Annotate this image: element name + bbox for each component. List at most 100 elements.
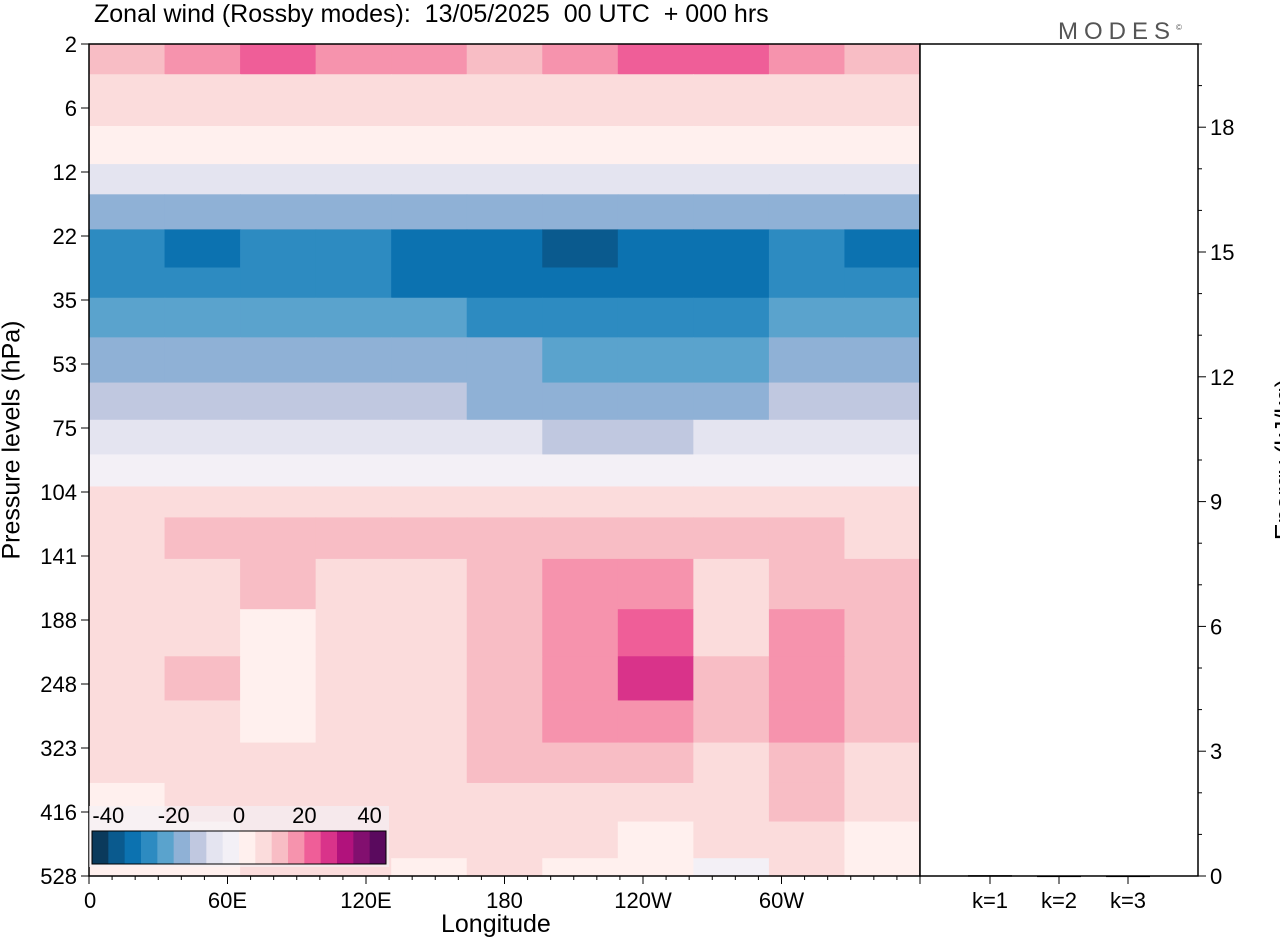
heat-cell (391, 74, 468, 127)
heat-cell (542, 125, 619, 165)
heat-cell (164, 194, 241, 230)
heat-cell (466, 382, 543, 421)
heat-cell (391, 229, 468, 269)
heat-cell (89, 742, 166, 784)
heat-cell (315, 74, 392, 127)
heat-cell (466, 558, 543, 610)
heat-cell (693, 419, 770, 456)
heat-cell (542, 858, 619, 877)
heat-cell (391, 267, 468, 299)
heat-cell (693, 782, 770, 823)
heat-cell (844, 337, 921, 384)
heat-cell (542, 74, 619, 127)
heat-cell (768, 486, 846, 518)
wavenumber-label: k=1 (972, 888, 1008, 913)
heat-cell (315, 558, 392, 610)
heat-cell (315, 742, 392, 784)
heat-cell (542, 229, 619, 269)
heat-cell (315, 656, 392, 702)
y-tick-label: 6 (65, 96, 77, 121)
x-tick-label: 120E (340, 888, 391, 913)
heat-cell (466, 419, 543, 456)
heat-cell (164, 558, 241, 610)
heat-cell (466, 517, 543, 560)
energy-axis: 0 3 6 9 12 15 18 (1198, 43, 1234, 889)
heat-cell (164, 74, 241, 127)
heat-cell (844, 858, 921, 877)
heat-cell (89, 700, 166, 744)
y-tick-label: 22 (53, 224, 77, 249)
heat-cell (617, 44, 694, 75)
heat-cell (315, 267, 392, 299)
heat-cell (466, 74, 543, 127)
heat-cell (617, 297, 694, 338)
heat-cell (315, 609, 392, 657)
heat-cell (89, 267, 166, 299)
energy-tick-label: 9 (1210, 490, 1222, 515)
heat-cell (542, 742, 619, 784)
heat-cell (315, 419, 392, 456)
y-tick-label: 528 (40, 864, 77, 889)
heat-cell (693, 517, 770, 560)
heat-cell (391, 382, 468, 421)
heat-cell (768, 609, 846, 657)
heat-cell (466, 742, 543, 784)
heat-cell (164, 382, 241, 421)
heat-cell (164, 656, 241, 702)
heat-cell (391, 742, 468, 784)
x-axis: 0 60E 120E 180 120W 60W (84, 876, 921, 913)
colorbar-swatch (141, 831, 158, 864)
heat-cell (466, 700, 543, 744)
heat-cell (391, 517, 468, 560)
heat-cell (542, 419, 619, 456)
heat-cell (89, 125, 166, 165)
heat-cell (693, 164, 770, 195)
heat-cell (89, 486, 166, 518)
heat-cell (164, 486, 241, 518)
heat-cell (617, 517, 694, 560)
wavenumber-label: k=3 (1110, 888, 1146, 913)
heat-cell (768, 164, 846, 195)
heat-cell (164, 454, 241, 488)
colorbar-swatch (206, 831, 224, 864)
heat-cell (768, 782, 846, 823)
heat-cell (89, 517, 166, 560)
heat-cell (768, 297, 846, 338)
heat-cell (617, 821, 694, 859)
heat-cell (768, 656, 846, 702)
heat-cell (391, 164, 468, 195)
heat-cell (542, 782, 619, 823)
heat-cell (542, 267, 619, 299)
colorbar: -40 -20 0 20 40 (89, 803, 389, 867)
colorbar-tick-label: 40 (357, 803, 381, 828)
heat-cell (89, 297, 166, 338)
energy-tick-label: 6 (1210, 614, 1222, 639)
heat-cell (466, 164, 543, 195)
colorbar-tick-label: -20 (158, 803, 190, 828)
colorbar-swatch (108, 831, 126, 864)
heat-cell (240, 194, 317, 230)
heat-cell (617, 419, 694, 456)
colorbar-swatch (320, 831, 338, 864)
wavenumber-axis: k=1 k=2 k=3 (972, 876, 1146, 913)
heat-cell (693, 74, 770, 127)
heat-cell (240, 267, 317, 299)
heat-cell (240, 382, 317, 421)
heat-cell (391, 656, 468, 702)
x-tick-label: 60E (208, 888, 247, 913)
heat-cell (315, 382, 392, 421)
heat-cell (89, 609, 166, 657)
heat-cell (693, 858, 770, 877)
heat-cell (768, 194, 846, 230)
energy-axis-label: Energy (kJ/kg) (1270, 378, 1280, 541)
y-tick-label: 75 (53, 416, 77, 441)
heat-cell (844, 742, 921, 784)
heat-cell (693, 229, 770, 269)
heat-cell (844, 229, 921, 269)
y-tick-label: 248 (40, 672, 77, 697)
heat-cell (617, 337, 694, 384)
x-tick-label: 0 (84, 888, 96, 913)
heat-cell (240, 609, 317, 657)
heat-cell (844, 558, 921, 610)
x-tick-label: 180 (486, 888, 523, 913)
